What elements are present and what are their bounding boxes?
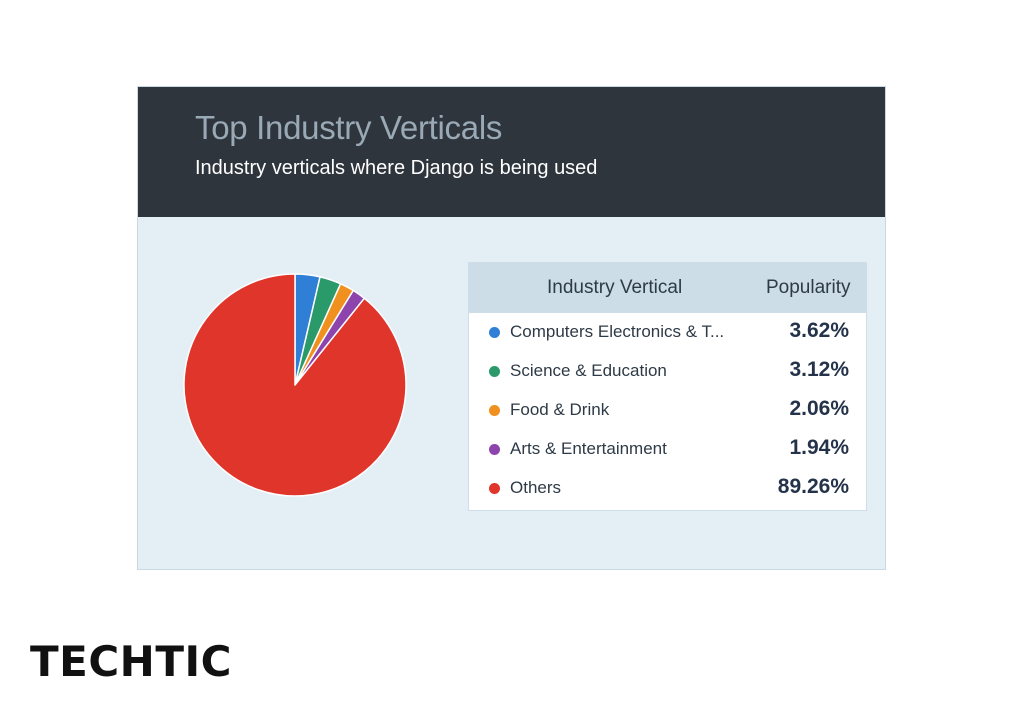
table-row: Arts & Entertainment 1.94% [469, 430, 866, 469]
row-label: Computers Electronics & T... [510, 322, 725, 341]
legend-dot [489, 327, 500, 338]
legend-dot [489, 405, 500, 416]
row-label: Arts & Entertainment [510, 439, 667, 458]
pie-chart-svg [183, 273, 407, 497]
column-header-popularity: Popularity [766, 277, 851, 298]
row-value: 3.12% [789, 358, 849, 381]
techtic-logo: TECHTIC [30, 637, 232, 686]
table-header: Industry Vertical Popularity [469, 263, 866, 313]
pie-slice-others [183, 273, 407, 497]
chart-subtitle: Industry verticals where Django is being… [195, 157, 598, 179]
row-label: Others [510, 478, 562, 497]
legend-dot [489, 366, 500, 377]
table-row: Others 89.26% [469, 469, 866, 508]
chart-card: Top Industry Verticals Industry vertical… [137, 86, 886, 570]
legend-dot [489, 483, 500, 494]
row-value: 3.62% [789, 319, 849, 342]
column-header-industry-vertical: Industry Vertical [547, 277, 683, 298]
row-label: Food & Drink [510, 400, 610, 419]
row-value: 1.94% [789, 436, 849, 459]
pie-chart [182, 272, 408, 498]
row-value: 89.26% [777, 475, 849, 498]
table-row: Computers Electronics & T... 3.62% [469, 313, 866, 352]
row-label: Science & Education [510, 361, 667, 380]
row-value: 2.06% [789, 397, 849, 420]
card-header: Top Industry Verticals Industry vertical… [138, 87, 885, 217]
table-row: Food & Drink 2.06% [469, 391, 866, 430]
table-row: Science & Education 3.12% [469, 352, 866, 391]
legend-table: Industry Vertical Popularity Computers E… [468, 262, 867, 511]
legend-dot [489, 444, 500, 455]
chart-title: Top Industry Verticals [195, 109, 503, 146]
